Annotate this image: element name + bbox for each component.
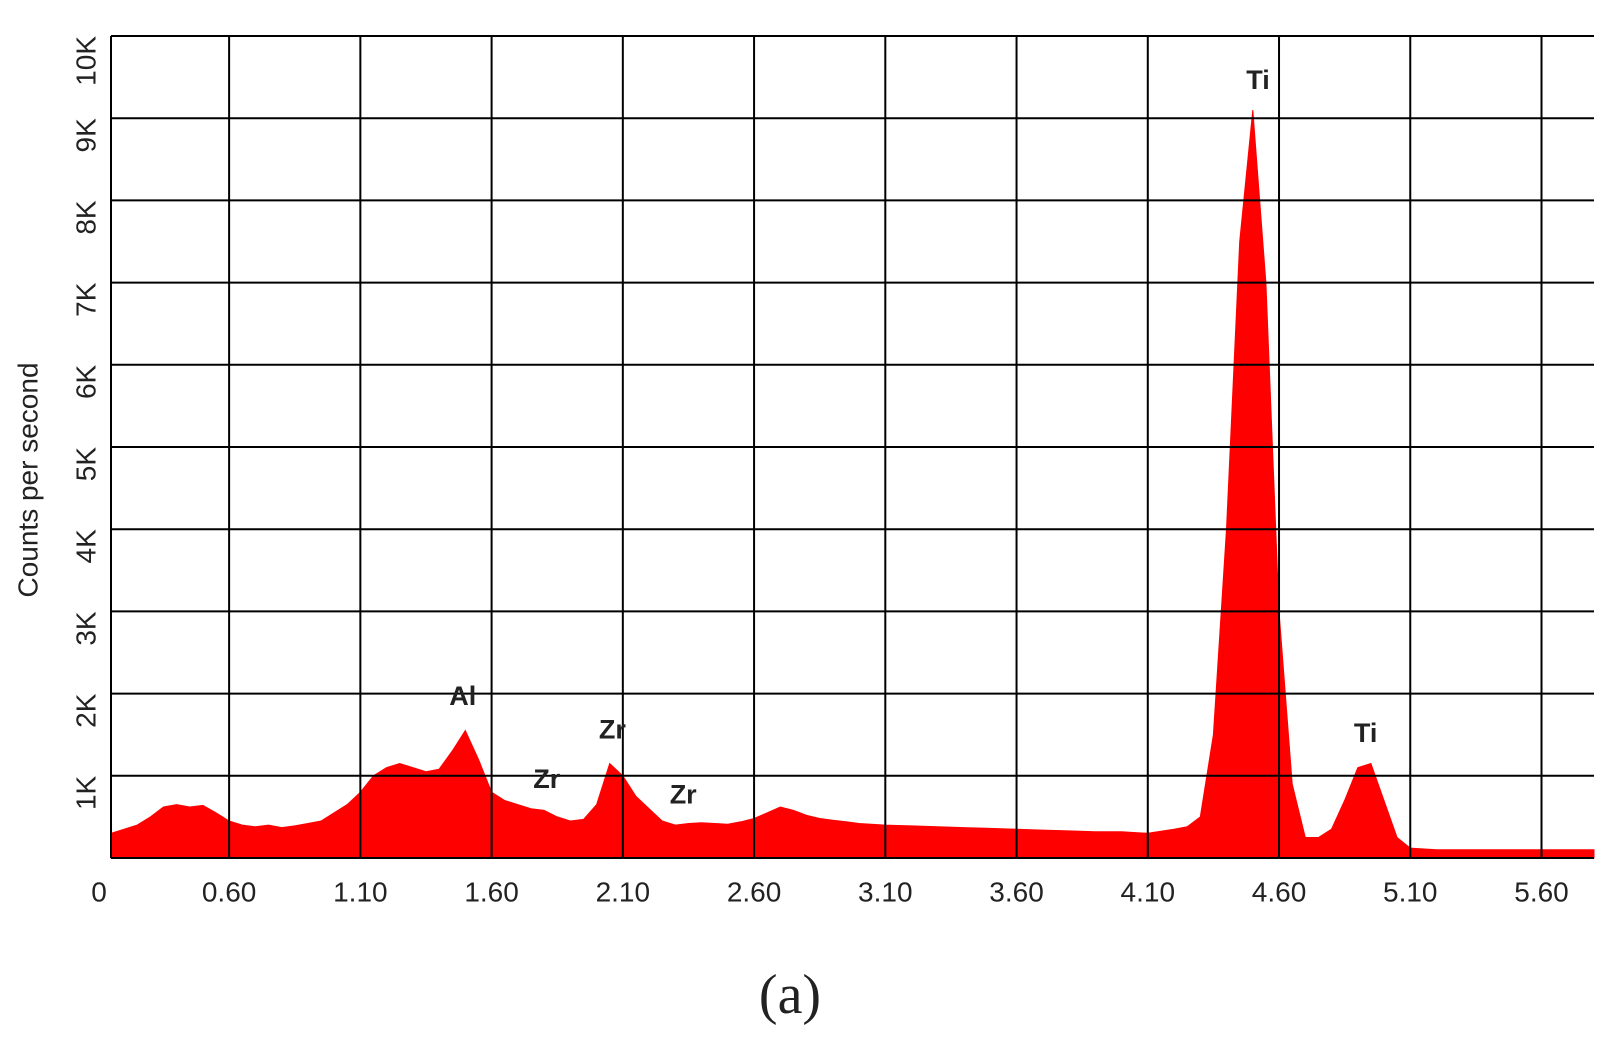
caption: (a)	[759, 964, 821, 1026]
peak-label: Ti	[1246, 65, 1270, 95]
y-axis-label: Counts per second	[12, 362, 43, 597]
x-tick-label: 3.10	[858, 876, 913, 907]
x-tick-label: 5.60	[1514, 876, 1569, 907]
x-tick-label: 3.60	[989, 876, 1044, 907]
x-tick-label: 4.10	[1121, 876, 1176, 907]
y-tick-label: 7K	[70, 282, 101, 317]
x-tick-label: 2.10	[596, 876, 651, 907]
y-tick-label: 4K	[70, 529, 101, 564]
y-tick-label: 6K	[70, 364, 101, 399]
y-tick-label: 1K	[70, 775, 101, 810]
x-tick-label: 0	[91, 876, 107, 907]
x-tick-label: 4.60	[1252, 876, 1307, 907]
peak-label: Zr	[670, 779, 697, 809]
peak-label: Zr	[533, 764, 560, 794]
peak-label: Ti	[1354, 718, 1378, 748]
x-tick-label: 2.60	[727, 876, 782, 907]
x-tick-label: 0.60	[202, 876, 257, 907]
x-tick-label: 5.10	[1383, 876, 1438, 907]
peak-label: Al	[449, 681, 476, 711]
y-tick-label: 5K	[70, 447, 101, 482]
y-tick-label: 2K	[70, 693, 101, 728]
y-tick-label: 8K	[70, 200, 101, 235]
x-tick-label: 1.60	[464, 876, 519, 907]
peak-label: Zr	[599, 715, 626, 745]
y-tick-label: 9K	[70, 118, 101, 153]
y-tick-label: 3K	[70, 611, 101, 646]
y-tick-label: 10K	[70, 36, 101, 86]
spectrum-area	[110, 109, 1595, 859]
x-tick-label: 1.10	[333, 876, 388, 907]
